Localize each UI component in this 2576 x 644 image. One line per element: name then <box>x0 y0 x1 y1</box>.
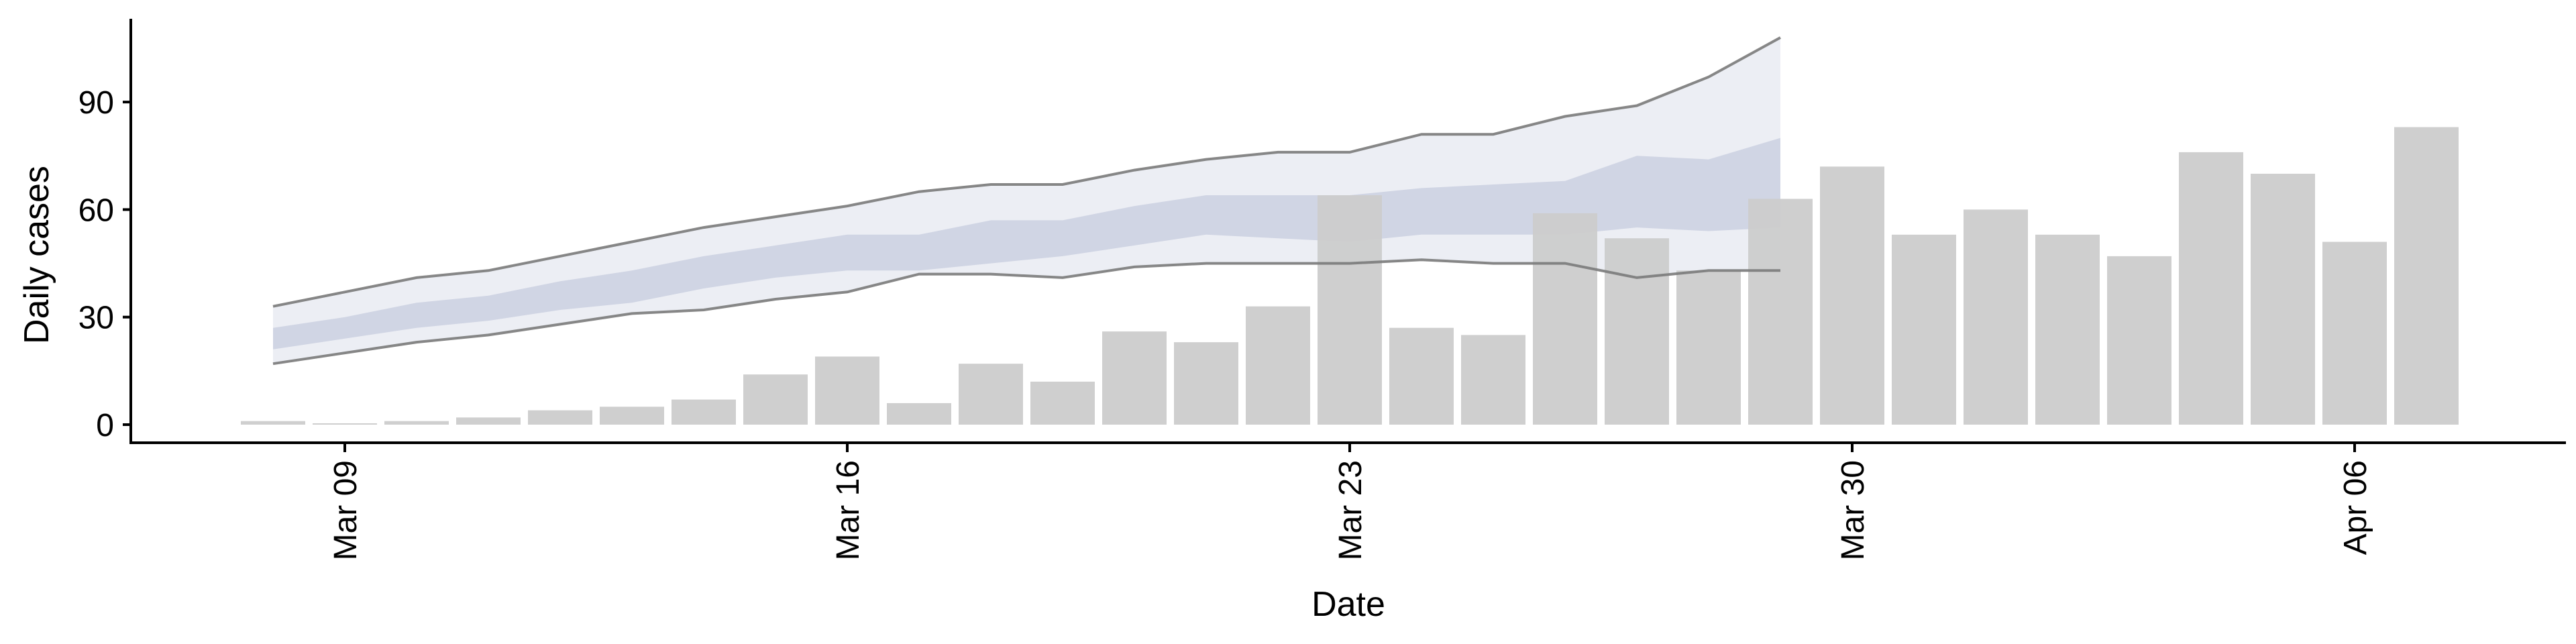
bar <box>2251 174 2315 425</box>
bar <box>600 407 664 425</box>
bar <box>1102 331 1167 425</box>
bar <box>1820 166 1884 425</box>
x-tick-label: Apr 06 <box>2338 460 2373 555</box>
bar <box>1461 335 1525 425</box>
bar <box>528 411 592 425</box>
y-tick-label: 30 <box>78 301 114 336</box>
bar <box>1748 199 1813 425</box>
bar <box>1605 238 1669 425</box>
y-tick-label: 0 <box>96 408 114 443</box>
bar <box>1030 382 1095 425</box>
x-ticks: Mar 09 Mar 16 Mar 23 Mar 30 Apr 06 <box>328 443 2373 560</box>
x-tick-label: Mar 16 <box>830 460 866 560</box>
y-ticks: 0 30 60 90 <box>78 85 131 443</box>
bar <box>1533 213 1597 425</box>
x-tick-label: Mar 30 <box>1835 460 1871 560</box>
bar <box>1246 307 1310 425</box>
y-axis-label: Daily cases <box>17 166 56 344</box>
bar <box>743 374 808 425</box>
y-tick-label: 90 <box>78 85 114 121</box>
bar <box>1174 342 1238 425</box>
bar <box>1389 328 1454 425</box>
bar <box>1676 270 1741 425</box>
bar <box>815 357 879 425</box>
bar <box>2107 256 2171 425</box>
x-tick-label: Mar 23 <box>1333 460 1368 560</box>
bar <box>887 403 951 425</box>
bar <box>1892 235 1956 425</box>
bar <box>672 400 736 425</box>
bar <box>456 417 521 425</box>
bar <box>2394 127 2459 425</box>
bar <box>313 423 377 425</box>
bar <box>2179 152 2243 425</box>
x-axis-label: Date <box>1311 585 1385 624</box>
bar <box>1964 209 2028 425</box>
bar <box>1318 195 1382 425</box>
bar <box>959 364 1023 425</box>
bar <box>241 421 305 425</box>
bar <box>384 421 449 425</box>
bar <box>2322 242 2387 425</box>
y-tick-label: 60 <box>78 193 114 228</box>
bar <box>2035 235 2100 425</box>
x-tick-label: Mar 09 <box>328 460 364 560</box>
